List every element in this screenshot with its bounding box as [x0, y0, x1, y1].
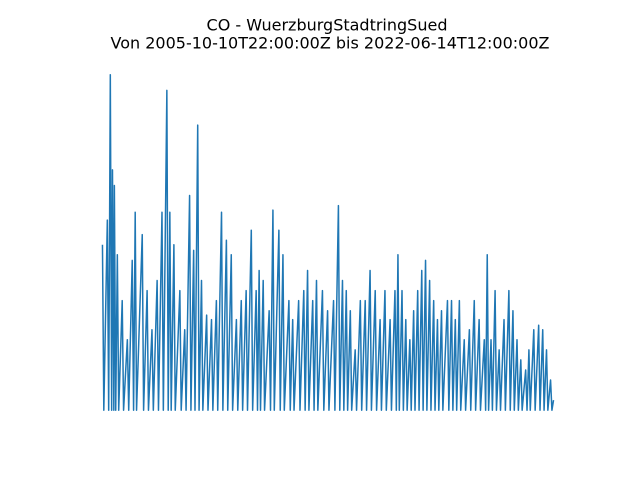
chart-subtitle: Von 2005-10-10T22:00:00Z bis 2022-06-14T…: [111, 34, 550, 53]
chart-title: CO - WuerzburgStadtringSued: [207, 16, 448, 35]
data-line: [101, 74, 555, 411]
